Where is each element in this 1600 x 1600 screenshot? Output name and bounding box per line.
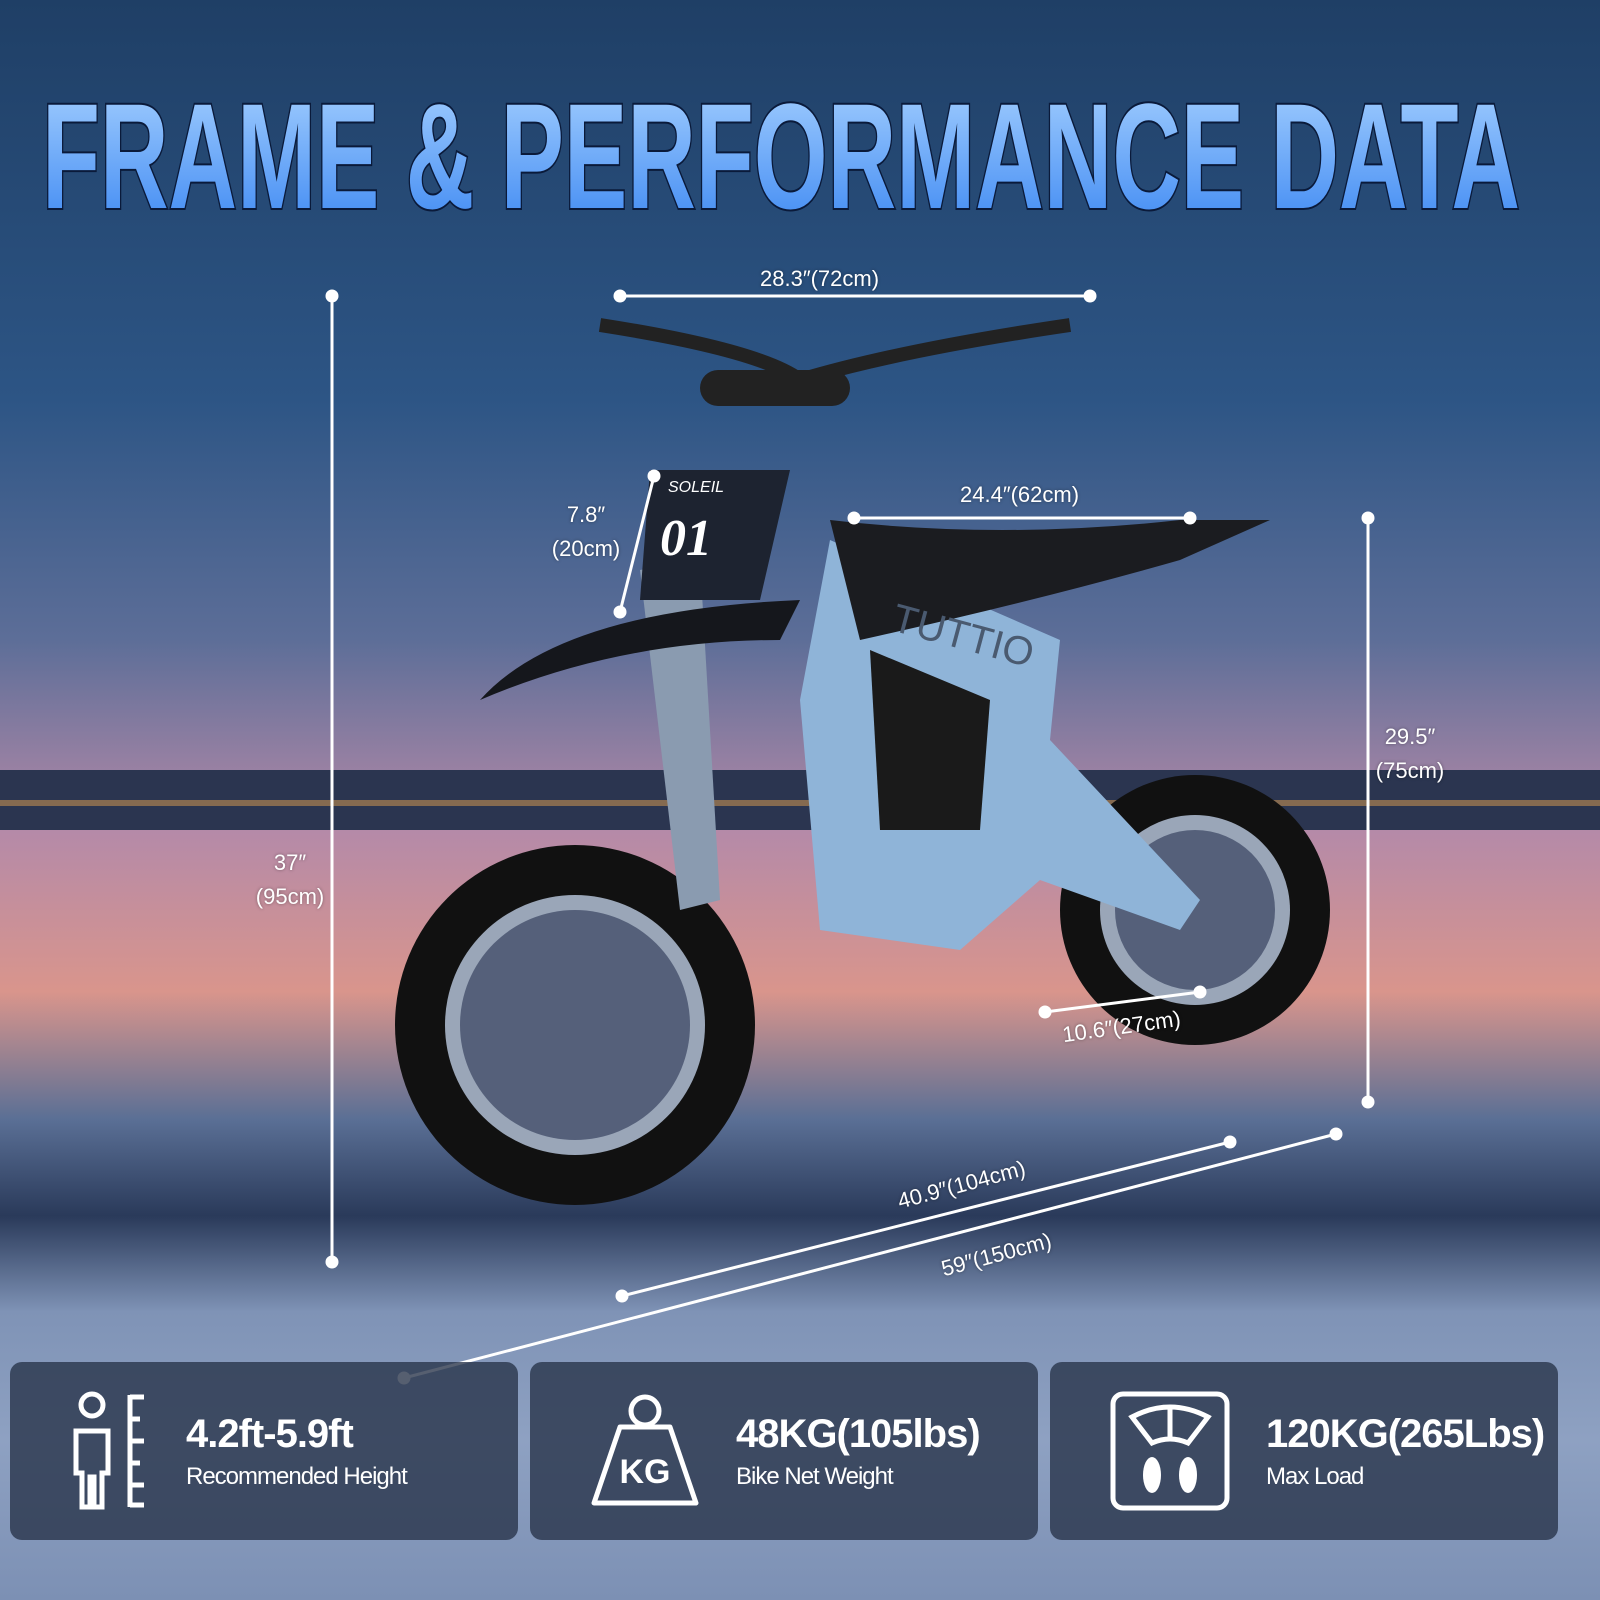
dimension-lines [325,289,1375,1385]
scale-footprints-icon [1110,1391,1230,1511]
spec-value: 48KG(105lbs) [736,1411,981,1456]
handlebar-width-label: 28.3″(72cm) [760,266,880,291]
spec-value: 4.2ft-5.9ft [186,1411,354,1456]
seat-height-label: 29.5″ (75cm) [1360,720,1460,788]
seat-height-cm: (75cm) [1375,758,1445,783]
plate-height-label: 7.8″ (20cm) [536,498,636,566]
total-height-label: 37″ (95cm) [240,846,340,914]
total-height-cm: (95cm) [255,884,325,909]
plate-name: SOLEIL [668,479,724,496]
page-title: FRAME & PERFORMANCE DATA [42,72,1520,240]
plate-height-in: 7.8″ [566,502,606,527]
spec-label: Recommended Height [186,1462,408,1490]
spec-card-weight: KG 48KG(105lbs) Bike Net Weight [530,1362,1038,1540]
dirt-bike-image: 01 SOLEIL TUTTIO [395,318,1330,1205]
spec-label: Bike Net Weight [736,1462,894,1490]
spec-value: 120KG(265Lbs) [1266,1411,1545,1456]
kg-weight-icon: KG [591,1394,699,1506]
plate-height-cm: (20cm) [551,536,621,561]
plate-number: 01 [660,510,712,567]
spec-card-max-load: 120KG(265Lbs) Max Load [1050,1362,1558,1540]
kg-icon-text: KG [620,1453,671,1491]
height-ruler-person-icon [73,1391,144,1510]
seat-length-label: 24.4″(62cm) [960,482,1080,507]
spec-label: Max Load [1266,1462,1364,1490]
spec-card-height: 4.2ft-5.9ft Recommended Height [10,1362,518,1540]
seat-height-in: 29.5″ [1384,724,1436,749]
total-height-in: 37″ [273,850,307,875]
